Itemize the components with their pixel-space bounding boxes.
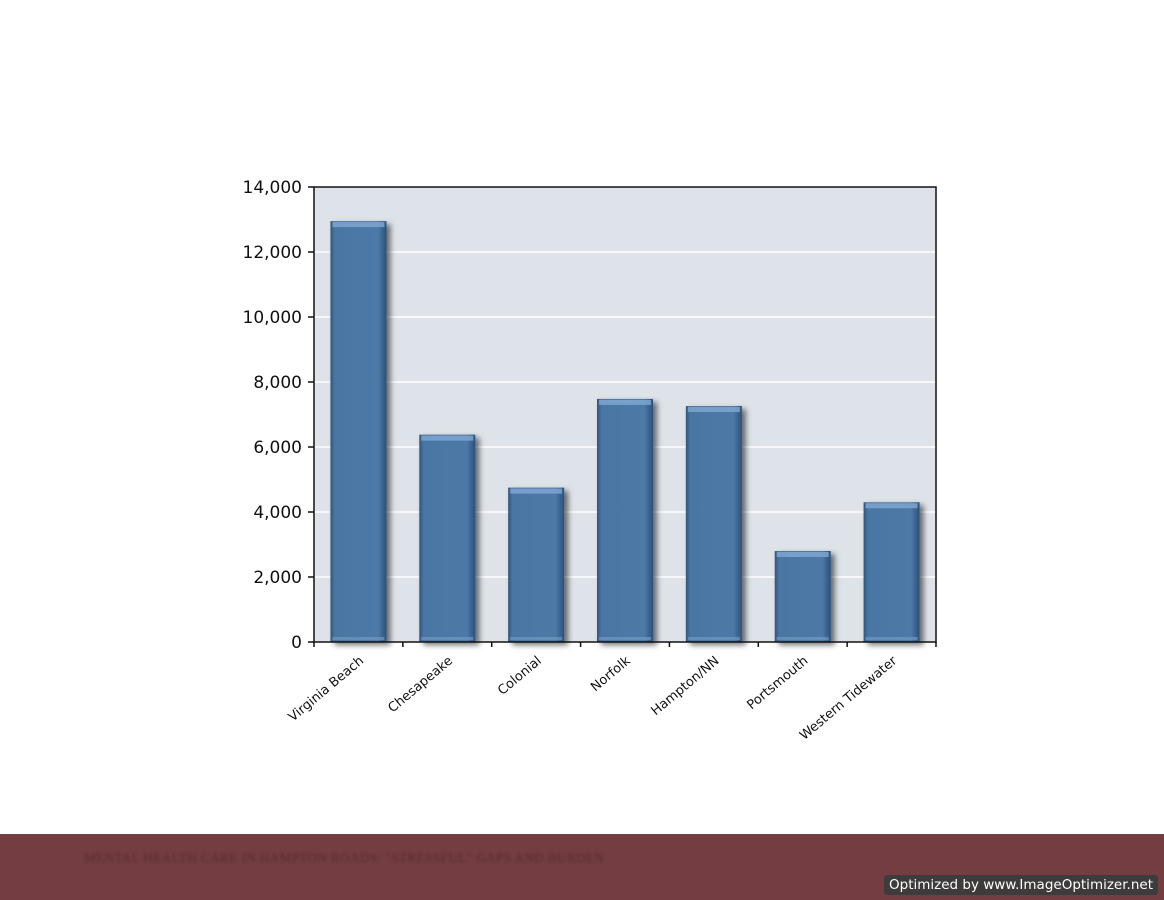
bar-highlight xyxy=(421,435,474,441)
bar-base-highlight xyxy=(687,637,740,640)
bar-highlight xyxy=(687,407,740,413)
watermark-badge: Optimized by www.ImageOptimizer.net xyxy=(884,875,1158,895)
x-category-label: Western Tidewater xyxy=(797,653,901,743)
x-category-label: Virginia Beach xyxy=(286,654,367,726)
bar-base-highlight xyxy=(332,637,385,640)
y-tick-label: 2,000 xyxy=(253,568,302,588)
bar-base-highlight xyxy=(510,637,563,640)
bar-body xyxy=(685,406,742,642)
bar xyxy=(597,398,653,642)
bar-base-highlight xyxy=(421,637,474,640)
bars xyxy=(330,221,920,642)
x-category-label: Chesapeake xyxy=(385,654,455,716)
bar-base-highlight xyxy=(776,637,829,640)
footer-band: MENTAL HEALTH CARE IN HAMPTON ROADS: "ST… xyxy=(0,834,1164,900)
bar-body xyxy=(419,434,476,642)
y-tick-label: 14,000 xyxy=(243,178,302,198)
y-tick-label: 6,000 xyxy=(253,438,302,458)
y-tick-label: 10,000 xyxy=(243,308,302,328)
bar-highlight xyxy=(332,222,385,228)
bar-body xyxy=(774,551,831,642)
x-category-label: Norfolk xyxy=(588,653,634,695)
bar xyxy=(774,551,831,642)
bar-body xyxy=(597,398,653,642)
bar-base-highlight xyxy=(865,637,918,640)
x-category-label: Portsmouth xyxy=(744,654,811,714)
bar xyxy=(685,406,742,642)
y-tick-label: 8,000 xyxy=(253,373,302,393)
y-tick-label: 4,000 xyxy=(253,503,302,523)
bar xyxy=(508,487,565,642)
y-tick-label: 0 xyxy=(291,633,302,653)
footer-title: MENTAL HEALTH CARE IN HAMPTON ROADS: "ST… xyxy=(84,850,605,865)
bar-highlight xyxy=(776,552,829,557)
bar-highlight xyxy=(865,503,918,509)
y-tick-label: 12,000 xyxy=(243,243,302,263)
bar-base-highlight xyxy=(599,637,651,640)
bar-body xyxy=(863,502,920,642)
bar-highlight xyxy=(510,488,563,494)
bar xyxy=(330,221,387,642)
bar-body xyxy=(508,487,565,642)
bar-highlight xyxy=(599,399,651,405)
bar-body xyxy=(330,221,387,642)
x-category-label: Hampton/NN xyxy=(649,654,723,719)
x-category-label: Colonial xyxy=(495,654,545,699)
bar xyxy=(863,502,920,642)
plot-border xyxy=(313,186,937,643)
bar xyxy=(419,434,476,642)
